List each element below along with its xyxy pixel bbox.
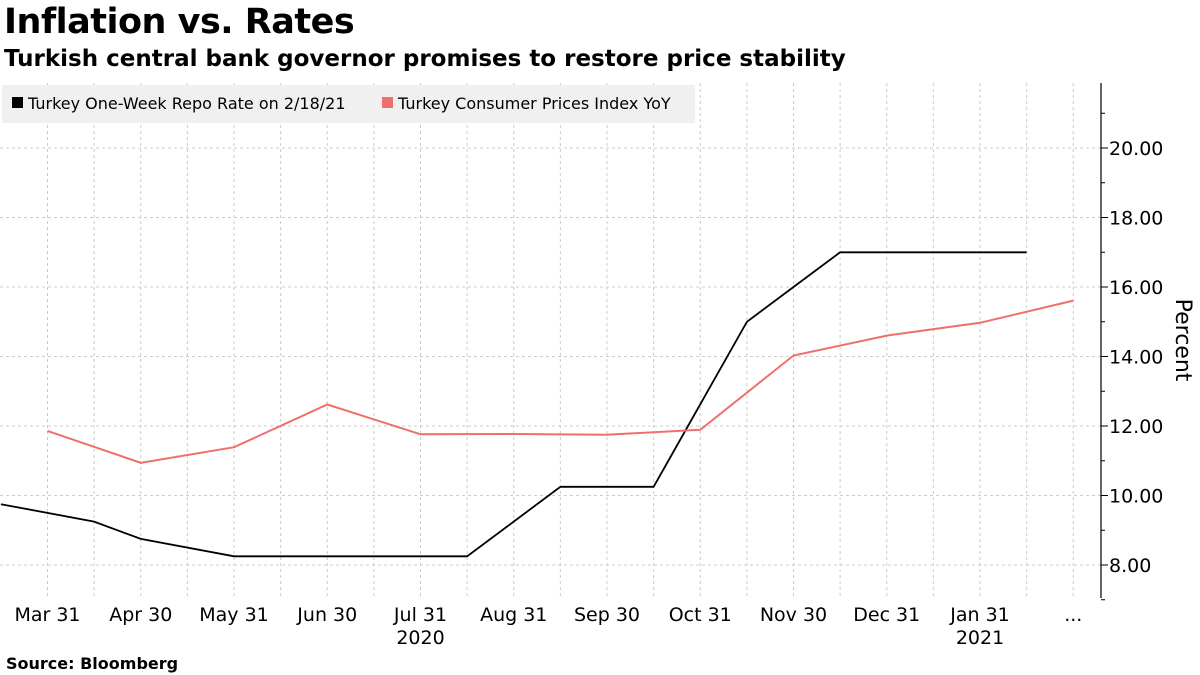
source-note: Source: Bloomberg (6, 654, 179, 673)
legend-label-repo-rate: Turkey One-Week Repo Rate on 2/18/21 (27, 94, 346, 113)
y-tick-label: 18.00 (1109, 208, 1163, 230)
x-tick-label: Aug 31 (480, 604, 547, 626)
y-tick-label: 10.00 (1109, 486, 1163, 508)
y-axis-title: Percent (1170, 299, 1195, 382)
x-tick-label: Apr 30 (109, 604, 172, 626)
x-year-label: 2020 (396, 627, 444, 649)
chart-title: Inflation vs. Rates (4, 2, 355, 42)
y-tick-label: 8.00 (1109, 555, 1151, 577)
x-tick-label: Oct 31 (669, 604, 732, 626)
y-tick-label: 20.00 (1109, 138, 1163, 160)
x-tick-label: Sep 30 (574, 604, 640, 626)
legend-background (2, 85, 695, 123)
grid (0, 83, 1101, 598)
x-ticks: Mar 31 Apr 30 May 31 Jun 30 Jul 31 Aug 31 Sep … (14, 604, 1082, 649)
x-tick-label: Nov 30 (760, 604, 827, 626)
x-tick-label: Mar 31 (14, 604, 80, 626)
legend-label-cpi: Turkey Consumer Prices Index YoY (397, 94, 671, 113)
legend-swatch-cpi (382, 97, 393, 108)
y-tick-label: 14.00 (1109, 347, 1163, 369)
y-ticks: 8.00 10.00 12.00 14.00 16.00 18.00 20.00 (1101, 112, 1163, 601)
x-tick-label: Dec 31 (853, 604, 920, 626)
chart-subtitle: Turkish central bank governor promises t… (4, 46, 846, 72)
x-tick-label: May 31 (199, 604, 269, 626)
legend-swatch-repo-rate (12, 97, 23, 108)
x-tick-label: ... (1064, 604, 1082, 626)
x-year-label: 2021 (956, 627, 1004, 649)
x-tick-label: Jan 31 (949, 604, 1010, 626)
x-tick-label: Jun 30 (296, 604, 357, 626)
legend: Turkey One-Week Repo Rate on 2/18/21 Turk… (2, 85, 695, 123)
series (0, 251, 1074, 558)
x-tick-label: Jul 31 (393, 604, 447, 626)
y-tick-label: 16.00 (1109, 277, 1163, 299)
series-line-repo-rate (0, 251, 1027, 558)
series-line-cpi (47, 299, 1074, 464)
y-tick-label: 12.00 (1109, 416, 1163, 438)
